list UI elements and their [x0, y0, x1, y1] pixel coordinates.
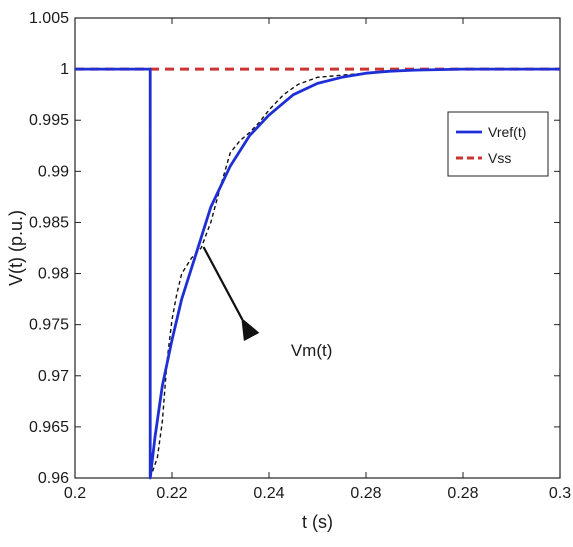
- y-tick-label: 0.96: [38, 470, 69, 487]
- plot-frame: [74, 17, 561, 479]
- y-tick-label: 1: [60, 61, 69, 78]
- x-tick-label: 0.24: [253, 485, 284, 502]
- legend-entry-label: Vss: [488, 150, 511, 166]
- y-tick-label: 0.99: [38, 163, 69, 180]
- x-tick-label: 0.3: [549, 485, 571, 502]
- annotation-arrow: [202, 246, 260, 342]
- x-axis-label: t (s): [302, 512, 333, 532]
- y-tick-label: 0.965: [29, 419, 69, 436]
- y-tick-label: 0.995: [29, 112, 69, 129]
- y-axis-label: V(t) (p.u.): [6, 210, 26, 286]
- x-tick-label: 0.28: [447, 485, 478, 502]
- legend-box: [447, 111, 549, 177]
- series-line-vref-t: [75, 67, 560, 480]
- annotation-label: Vm(t): [291, 341, 333, 360]
- y-tick-label: 1.005: [29, 10, 69, 27]
- x-tick-label: 0.28: [350, 485, 381, 502]
- x-tick-label: 0.22: [156, 485, 187, 502]
- y-tick-label: 0.975: [29, 317, 69, 334]
- y-tick-label: 0.98: [38, 266, 69, 283]
- x-tick-label: 0.2: [64, 485, 86, 502]
- legend-entry-label: Vref(t): [488, 124, 526, 140]
- y-tick-label: 0.97: [38, 368, 69, 385]
- y-tick-label: 0.985: [29, 214, 69, 231]
